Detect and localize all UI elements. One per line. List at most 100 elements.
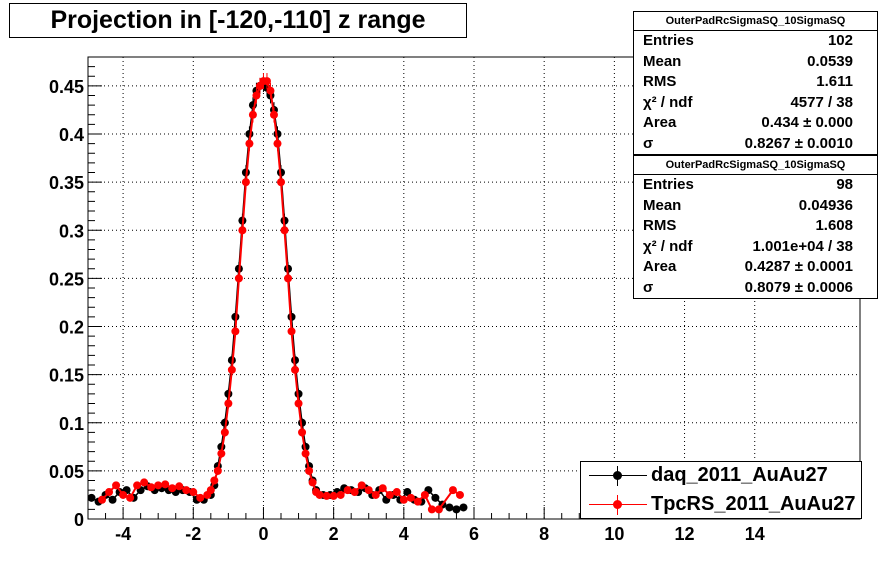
stats-box-name: OuterPadRcSigmaSQ_10SigmaSQ — [634, 156, 877, 175]
stats-row: RMS 1.608 — [634, 216, 877, 237]
stats-label: Area — [643, 114, 677, 131]
stats-value: 0.0539 — [807, 52, 853, 70]
x-tick-label: -4 — [115, 524, 131, 544]
stats-value: 0.04936 — [798, 196, 853, 214]
data-point — [284, 274, 293, 283]
y-tick-label: 0.4 — [59, 125, 84, 145]
stats-row: Entries 98 — [634, 175, 877, 196]
data-point — [252, 91, 261, 100]
stats-row: Entries 102 — [634, 31, 877, 52]
data-point — [280, 226, 289, 235]
stats-value: 98 — [836, 176, 853, 193]
stats-label: Entries — [643, 32, 694, 49]
data-point — [140, 478, 149, 487]
data-point — [364, 486, 373, 495]
x-tick-label: 0 — [258, 524, 268, 544]
data-point — [126, 493, 135, 502]
y-tick-label: 0.3 — [59, 221, 84, 241]
stats-label: χ² / ndf — [643, 93, 693, 111]
stats-label: Entries — [643, 176, 694, 193]
x-tick-label: 10 — [604, 524, 624, 544]
data-point — [336, 490, 345, 499]
stats-value: 0.8079 ± 0.0006 — [744, 278, 853, 296]
data-point — [305, 466, 314, 475]
data-point — [108, 495, 117, 504]
stats-row: χ² / ndf 4577 / 38 — [634, 93, 877, 114]
x-tick-label: 8 — [539, 524, 549, 544]
stats-label: χ² / ndf — [643, 237, 693, 255]
data-point — [168, 484, 177, 493]
stats-label: σ — [643, 278, 654, 296]
y-tick-label: 0 — [74, 510, 84, 530]
stats-value: 0.434 ± 0.000 — [761, 114, 853, 131]
data-point — [182, 486, 191, 495]
data-point — [277, 178, 285, 187]
data-point — [245, 139, 254, 148]
data-point — [350, 488, 359, 497]
data-point — [105, 488, 114, 497]
x-tick-label: 6 — [469, 524, 479, 544]
stats-row: Mean 0.04936 — [634, 196, 877, 217]
stats-value: 1.611 — [816, 73, 853, 90]
stats-box-daq: OuterPadRcSigmaSQ_10SigmaSQ Entries 102 M… — [633, 11, 878, 155]
stats-value: 0.8267 ± 0.0010 — [744, 134, 853, 152]
x-tick-label: 2 — [329, 524, 339, 544]
data-point — [147, 483, 156, 492]
data-point — [399, 495, 408, 504]
legend-entry-tpcrs: TpcRS_2011_AuAu27 — [581, 491, 861, 519]
data-point — [301, 449, 310, 458]
data-point — [154, 481, 163, 490]
data-point — [196, 493, 205, 502]
legend-marker — [589, 491, 647, 519]
data-point — [248, 110, 257, 119]
chart-title: Projection in [-120,-110] z range — [9, 3, 467, 38]
data-point — [420, 490, 429, 499]
stats-label: σ — [643, 134, 654, 152]
x-tick-label: 12 — [675, 524, 695, 544]
data-point — [217, 449, 226, 458]
data-point — [329, 491, 338, 500]
data-point — [413, 497, 422, 506]
data-point — [287, 327, 296, 336]
y-tick-label: 0.15 — [49, 366, 84, 386]
x-tick-label: -2 — [185, 524, 201, 544]
legend-marker — [589, 462, 647, 490]
data-point — [133, 481, 142, 490]
data-point — [294, 399, 303, 408]
data-point — [452, 505, 461, 514]
data-point — [227, 365, 236, 374]
stats-box-name: OuterPadRcSigmaSQ_10SigmaSQ — [634, 12, 877, 31]
legend: daq_2011_AuAu27 TpcRS_2011_AuAu27 — [580, 461, 862, 519]
stats-label: RMS — [643, 73, 677, 90]
data-point — [231, 327, 240, 336]
data-point — [371, 490, 380, 499]
data-point — [427, 505, 436, 514]
data-point — [392, 488, 401, 497]
data-point — [119, 490, 128, 499]
data-point — [315, 490, 324, 499]
data-point — [266, 86, 275, 95]
y-tick-label: 0.35 — [49, 173, 84, 193]
data-point — [189, 488, 198, 497]
y-tick-label: 0.05 — [49, 462, 84, 482]
data-point — [161, 480, 170, 489]
data-point — [448, 486, 457, 495]
data-point — [378, 484, 387, 493]
data-point — [220, 428, 229, 437]
stats-label: Mean — [643, 52, 682, 70]
data-point — [459, 503, 468, 512]
x-tick-label: 14 — [745, 524, 765, 544]
y-tick-label: 0.45 — [49, 77, 84, 97]
y-tick-label: 0.2 — [59, 318, 84, 338]
legend-entry-daq: daq_2011_AuAu27 — [581, 462, 861, 490]
stats-value: 4577 / 38 — [790, 93, 853, 111]
data-point — [406, 493, 415, 502]
stats-row: Area 0.4287 ± 0.0001 — [634, 257, 877, 278]
stats-row: RMS 1.611 — [634, 72, 877, 93]
stats-row: σ 0.8267 ± 0.0010 — [634, 134, 877, 155]
stats-value: 0.4287 ± 0.0001 — [744, 258, 853, 275]
data-point — [343, 486, 352, 495]
data-point — [213, 466, 222, 475]
stats-row: σ 0.8079 ± 0.0006 — [634, 278, 877, 299]
stats-row: Mean 0.0539 — [634, 52, 877, 73]
